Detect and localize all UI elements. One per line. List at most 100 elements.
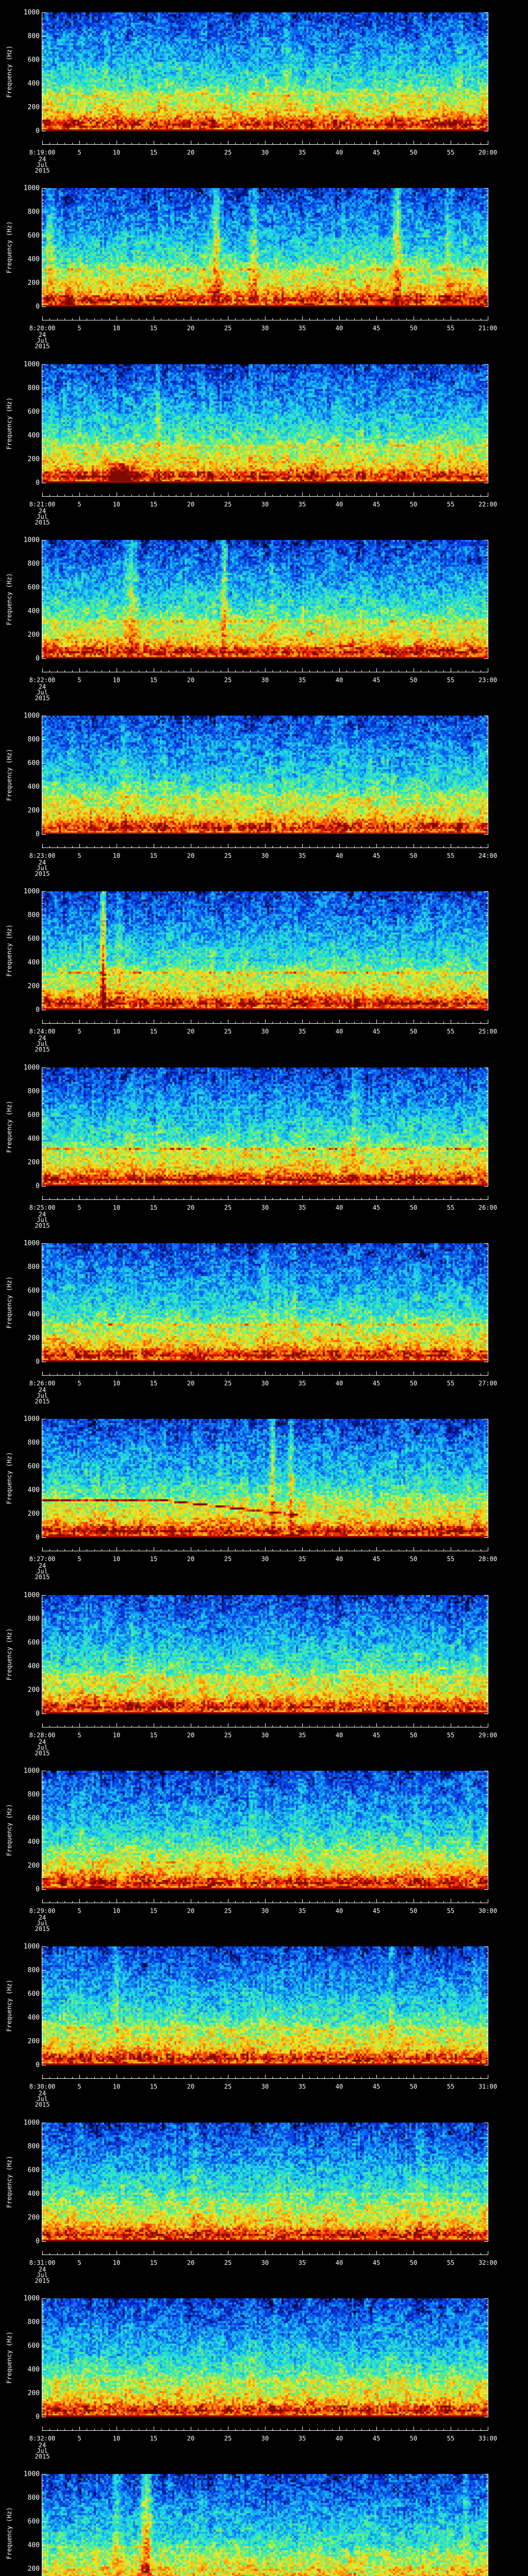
- x-end-time-label: 32:00: [478, 2259, 498, 2266]
- y-minor-tick: [486, 1079, 488, 1080]
- x-tick-label: 40: [335, 852, 343, 859]
- x-start-time-label: 8:19:00: [29, 149, 56, 156]
- x-tick-label: 55: [447, 1380, 455, 1387]
- y-minor-tick: [42, 95, 44, 96]
- x-minor-tick: [272, 1901, 273, 1903]
- x-major-tick: [265, 1196, 266, 1199]
- y-major-tick: [42, 2369, 46, 2370]
- y-minor-tick: [42, 2351, 44, 2352]
- x-minor-tick: [406, 495, 407, 496]
- x-tick-label: 20: [187, 852, 195, 859]
- x-major-tick: [376, 844, 377, 848]
- x-minor-tick: [354, 2429, 355, 2430]
- x-major-tick: [42, 1371, 43, 1375]
- x-minor-tick: [131, 2077, 132, 2078]
- x-tick-label: 55: [447, 1555, 455, 1563]
- x-major-tick: [376, 2251, 377, 2255]
- x-minor-tick: [146, 1374, 147, 1375]
- y-major-tick: [484, 1091, 488, 1092]
- y-tick-label: 0: [36, 2238, 40, 2245]
- y-tick-label: 400: [27, 1663, 40, 1670]
- x-minor-tick: [428, 318, 429, 320]
- y-minor-tick: [42, 394, 44, 395]
- x-major-tick: [42, 1547, 43, 1551]
- x-minor-tick: [443, 318, 444, 320]
- y-minor-tick: [42, 1696, 44, 1697]
- x-tick-label: 10: [112, 149, 121, 156]
- x-minor-tick: [109, 1901, 110, 1903]
- x-minor-tick: [391, 143, 392, 144]
- x-minor-tick: [391, 318, 392, 320]
- y-major-tick: [484, 1243, 488, 1244]
- y-minor-tick: [42, 2164, 44, 2165]
- y-major-tick: [484, 2322, 488, 2323]
- x-minor-tick: [235, 1549, 236, 1551]
- x-minor-tick: [64, 1549, 65, 1551]
- x-minor-tick: [346, 1725, 347, 1727]
- y-minor-tick: [42, 54, 44, 55]
- x-minor-tick: [354, 1725, 355, 1727]
- y-minor-tick: [42, 974, 44, 975]
- x-minor-tick: [354, 1549, 355, 1551]
- x-minor-tick: [324, 318, 325, 320]
- x-minor-tick: [94, 2429, 95, 2430]
- y-minor-tick: [486, 1988, 488, 1989]
- y-minor-tick: [42, 370, 44, 371]
- x-major-tick: [265, 1547, 266, 1551]
- y-minor-tick: [486, 1684, 488, 1685]
- y-major-tick: [484, 2146, 488, 2147]
- date-day: 24: [38, 1562, 46, 1569]
- x-minor-tick: [406, 1022, 407, 1023]
- x-minor-tick: [198, 143, 199, 144]
- x-minor-tick: [72, 2077, 73, 2078]
- y-tick-label: 400: [27, 1135, 40, 1143]
- x-minor-tick: [309, 1022, 310, 1023]
- y-tick-label: 1000: [23, 1415, 40, 1423]
- y-major-tick: [42, 36, 46, 37]
- x-minor-tick: [94, 1198, 95, 1199]
- x-major-tick: [339, 1020, 340, 1023]
- y-major-tick: [42, 1794, 46, 1795]
- x-minor-tick: [198, 1022, 199, 1023]
- x-start-time-label: 8:29:00: [29, 1907, 56, 1914]
- x-tick-label: 20: [187, 325, 195, 332]
- y-minor-tick: [42, 921, 44, 922]
- x-major-tick: [376, 1547, 377, 1551]
- x-minor-tick: [94, 2253, 95, 2255]
- y-minor-tick: [486, 2533, 488, 2534]
- y-tick-label: 600: [27, 408, 40, 416]
- x-minor-tick: [146, 846, 147, 848]
- y-tick-label: 1000: [23, 184, 40, 192]
- y-tick-label: 1000: [23, 2119, 40, 2127]
- x-tick-label: 35: [298, 2259, 306, 2266]
- x-tick-label: 5: [77, 2259, 81, 2266]
- x-major-tick: [302, 1899, 303, 1903]
- x-minor-tick: [109, 1374, 110, 1375]
- y-minor-tick: [42, 1150, 44, 1151]
- x-minor-tick: [272, 318, 273, 320]
- x-major-tick: [42, 2075, 43, 2078]
- spectrogram-panel: Frequency (Hz) 0 200 400 600 800 1000 5 10 15 20 25…: [0, 879, 528, 1055]
- x-minor-tick: [272, 2429, 273, 2430]
- y-tick-label: 600: [27, 2518, 40, 2526]
- x-minor-tick: [109, 318, 110, 320]
- date-day: 24: [38, 859, 46, 866]
- x-minor-tick: [369, 670, 370, 672]
- x-major-tick: [265, 1020, 266, 1023]
- y-major-tick: [484, 2393, 488, 2394]
- x-minor-tick: [235, 1374, 236, 1375]
- y-major-tick: [484, 1818, 488, 1819]
- y-tick-label: 800: [27, 1791, 40, 1799]
- x-major-tick: [302, 141, 303, 144]
- y-minor-tick: [486, 1613, 488, 1614]
- y-minor-tick: [486, 2188, 488, 2189]
- y-tick-label: 200: [27, 1159, 40, 1166]
- x-minor-tick: [428, 1198, 429, 1199]
- x-minor-tick: [428, 1374, 429, 1375]
- x-minor-tick: [354, 846, 355, 848]
- x-tick-label: 55: [447, 1028, 455, 1035]
- x-start-time-label: 8:23:00: [29, 852, 56, 859]
- spectrogram-canvas: [42, 188, 488, 307]
- x-minor-tick: [94, 1374, 95, 1375]
- x-minor-tick: [317, 1725, 318, 1727]
